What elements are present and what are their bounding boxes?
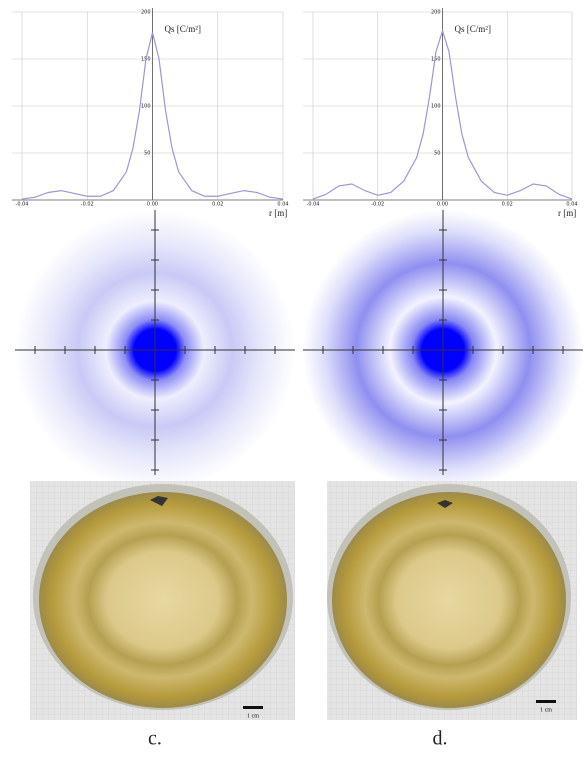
line xyxy=(312,28,573,200)
line xyxy=(21,32,284,200)
photo xyxy=(30,481,295,720)
x-tick-label: 0.02 xyxy=(212,202,223,208)
y-tick-label: 100 xyxy=(431,104,441,110)
y-axis-label: Qs [C/m²] xyxy=(455,24,491,34)
x-tick-label: -0.02 xyxy=(81,202,94,208)
y-axis-label: Qs [C/m²] xyxy=(165,24,201,34)
scale-label: 1 cm xyxy=(540,707,552,713)
radial-map xyxy=(303,210,583,490)
x-tick-label: 0.00 xyxy=(437,202,448,208)
y-tick-label: 50 xyxy=(144,151,150,157)
y-tick-label: 50 xyxy=(434,151,440,157)
radial-map xyxy=(15,210,295,490)
x-tick-label: 0.02 xyxy=(502,202,513,208)
x-tick-label: -0.02 xyxy=(371,202,384,208)
panel-label: c. xyxy=(148,728,162,750)
x-tick-label: -0.04 xyxy=(16,202,29,208)
x-axis-label: r [m] xyxy=(558,208,576,218)
scale-label: 1 cm xyxy=(247,713,259,719)
photo xyxy=(327,481,577,720)
y-tick-label: 100 xyxy=(141,104,151,110)
x-tick-label: 0.04 xyxy=(277,202,288,208)
x-tick-label: 0.00 xyxy=(147,202,158,208)
y-tick-label: 200 xyxy=(141,10,151,16)
y-tick-label: 150 xyxy=(431,57,441,63)
x-tick-label: -0.04 xyxy=(307,202,320,208)
chart: -0.04 -0.02 0.00 0.02 0.04 50 100 150 200 Qs [C/m… xyxy=(303,8,578,218)
x-axis-label: r [m] xyxy=(269,208,287,218)
x-tick-label: 0.04 xyxy=(566,202,577,208)
y-tick-label: 200 xyxy=(431,10,441,16)
panel-label: d. xyxy=(433,728,448,750)
